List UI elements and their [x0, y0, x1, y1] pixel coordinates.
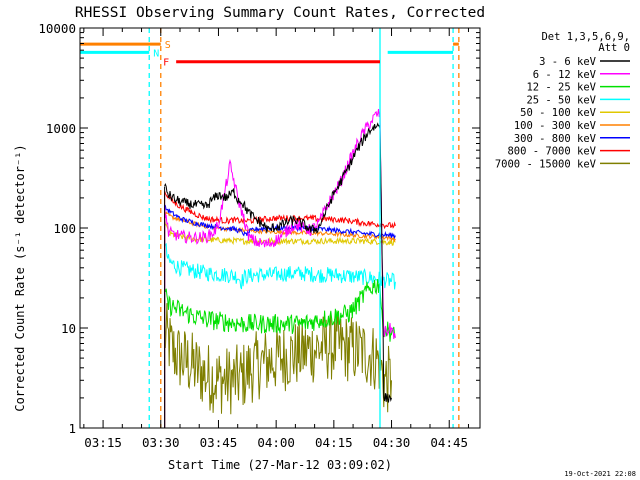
state-bar-label: S [165, 40, 171, 51]
state-overlay-layer: SNF [80, 28, 460, 428]
legend-label: 25 - 50 keV [526, 94, 596, 106]
series-line [164, 122, 392, 403]
x-tick-label: 04:30 [373, 435, 411, 450]
series-line [164, 217, 396, 246]
legend-label: 12 - 25 keV [526, 82, 596, 94]
legend-title: Det 1,3,5,6,9, [541, 31, 630, 43]
legend-label: 300 - 800 keV [514, 133, 597, 145]
legend-label: 800 - 7000 keV [507, 146, 596, 158]
y-tick-label: 10000 [38, 21, 76, 36]
y-tick-label: 10 [61, 321, 76, 336]
x-tick-label: 03:30 [142, 435, 180, 450]
legend-label: 100 - 300 keV [514, 120, 597, 132]
legend-subtitle: Att 0 [598, 42, 630, 54]
series-layer [164, 109, 396, 428]
series-line [164, 243, 396, 290]
series-line [164, 204, 396, 240]
state-bar-label: N [153, 48, 159, 59]
series-line [164, 210, 396, 243]
x-tick-label: 03:45 [200, 435, 238, 450]
series-line [164, 109, 396, 340]
axis-ticks: 1 10 100 1000 10000 03:15 03:30 03:45 04:00 04:15… [38, 21, 480, 450]
series-line [164, 303, 392, 415]
series-line [164, 279, 396, 342]
y-tick-label: 1000 [46, 121, 76, 136]
x-tick-label: 04:15 [315, 435, 353, 450]
legend-label: 50 - 100 keV [520, 107, 597, 119]
y-axis-label: Corrected Count Rate (s⁻¹ detector⁻¹) [13, 144, 27, 411]
y-tick-label: 100 [53, 221, 76, 236]
y-tick-label: 1 [68, 421, 76, 436]
x-tick-label: 04:00 [257, 435, 295, 450]
x-tick-label: 04:45 [430, 435, 468, 450]
legend-label: 6 - 12 keV [533, 69, 597, 81]
chart-title: RHESSI Observing Summary Count Rates, Co… [75, 5, 485, 21]
x-axis-label: Start Time (27-Mar-12 03:09:02) [168, 458, 392, 472]
x-tick-label: 03:15 [84, 435, 122, 450]
state-bar-label: F [163, 58, 169, 69]
legend-label: 3 - 6 keV [539, 56, 597, 68]
footer-date: 19-Oct-2021 22:08 [564, 470, 636, 478]
series-line [164, 190, 396, 230]
legend-label: 7000 - 15000 keV [495, 158, 597, 170]
